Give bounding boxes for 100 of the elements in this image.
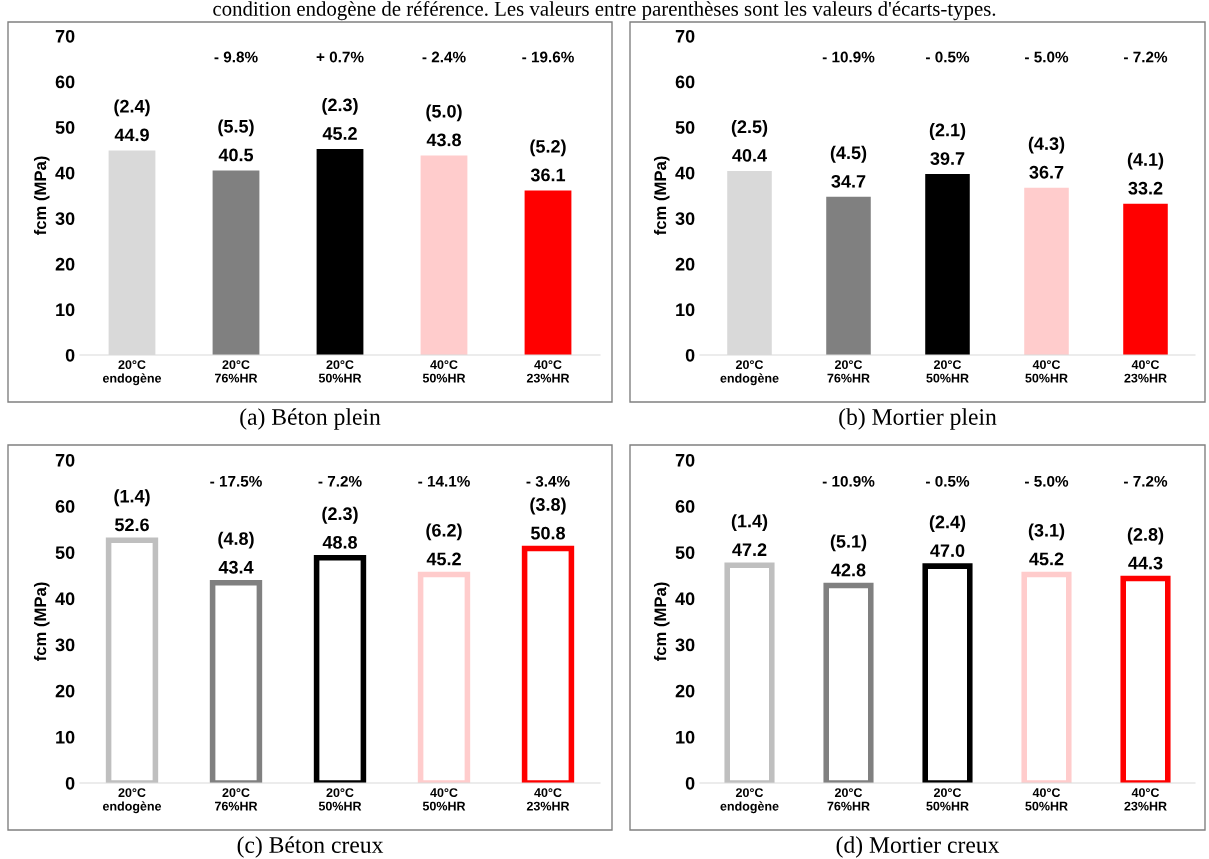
x-tick-label: 20°C 76%HR — [827, 360, 870, 383]
x-tick-label: 20°C endogène — [720, 360, 779, 386]
annotation: - 0.5% — [926, 475, 970, 487]
data-label: (4.5) 34.7 — [830, 145, 867, 188]
x-tick-label: 40°C 23%HR — [1124, 788, 1167, 811]
y-tick-label: 60 — [675, 500, 695, 513]
data-label: (4.1) 33.2 — [1127, 152, 1164, 195]
y-tick-label: 10 — [56, 303, 75, 317]
text: (b) Mortier plein — [839, 408, 997, 430]
data-label: (3.8) 50.8 — [530, 497, 566, 540]
bar — [1024, 187, 1069, 355]
x-tick-label: 20°C endogène — [102, 788, 162, 814]
data-label: (2.3) 45.2 — [322, 98, 358, 140]
data-label: (4.3) 36.7 — [1028, 136, 1065, 179]
y-tick-label: 20 — [675, 257, 695, 271]
data-label: (2.4) 47.0 — [929, 515, 966, 557]
annotation: - 9.8% — [214, 51, 258, 63]
y-tick-label: 0 — [65, 776, 75, 790]
y-tick-label: 0 — [65, 348, 75, 362]
x-tick-label: 40°C 50%HR — [1025, 360, 1068, 383]
x-tick-label: 20°C endogène — [102, 360, 162, 386]
y-tick-label: 30 — [55, 638, 75, 652]
bar — [212, 170, 260, 355]
y-tick-label: 70 — [55, 453, 75, 467]
text: (a) Béton plein — [240, 408, 381, 430]
data-label: (5.2) 36.1 — [530, 139, 566, 182]
x-tick-label: 40°C 50%HR — [422, 788, 466, 811]
y-tick-label: 10 — [676, 303, 695, 317]
bar — [420, 155, 468, 355]
y-tick-label: 70 — [675, 29, 695, 43]
annotation: - 17.5% — [210, 475, 262, 487]
annotation: - 19.6% — [522, 51, 574, 63]
y-axis-title: fcm (MPa) — [653, 156, 670, 236]
x-tick-label: 40°C 50%HR — [1025, 788, 1068, 811]
x-tick-label: 40°C 50%HR — [422, 360, 466, 383]
annotation: - 10.9% — [822, 475, 875, 487]
x-tick-label: 20°C 50%HR — [926, 788, 969, 811]
x-tick-label: 40°C 23%HR — [526, 788, 570, 811]
y-tick-label: 60 — [55, 500, 75, 513]
text: (d) Mortier creux — [836, 836, 1000, 858]
data-label: (5.0) 43.8 — [426, 104, 462, 147]
data-label: (1.4) 47.2 — [731, 514, 768, 556]
data-label: (6.2) 45.2 — [426, 523, 462, 566]
y-tick-label: 40 — [675, 592, 695, 606]
x-tick-label: 20°C 76%HR — [827, 788, 870, 811]
x-tick-label: 20°C 50%HR — [926, 360, 969, 383]
x-tick-label: 20°C 76%HR — [215, 788, 258, 811]
data-label: (2.8) 44.3 — [1127, 527, 1164, 570]
y-tick-label: 40 — [55, 166, 75, 180]
y-tick-label: 40 — [55, 592, 75, 606]
annotation: - 7.2% — [1124, 51, 1168, 63]
x-tick-label: 40°C 23%HR — [1124, 360, 1167, 383]
annotation: - 14.1% — [418, 475, 470, 487]
annotation: - 2.4% — [422, 51, 466, 63]
y-axis-title: fcm (MPa) — [33, 582, 50, 662]
y-tick-label: 10 — [676, 730, 695, 744]
y-tick-label: 0 — [685, 776, 695, 790]
annotation: - 5.0% — [1025, 475, 1069, 487]
y-tick-label: 40 — [675, 166, 695, 180]
bar — [925, 174, 970, 355]
y-tick-label: 50 — [675, 546, 695, 560]
data-label: (2.1) 39.7 — [929, 123, 966, 165]
y-axis-title: fcm (MPa) — [653, 582, 670, 662]
annotation: - 3.4% — [526, 475, 570, 487]
bar — [316, 149, 364, 355]
text: condition endogène de référence. Les valeurs entre parenthèses sont les valeurs d'écarts-types. — [213, 1, 996, 21]
y-tick-label: 0 — [685, 348, 695, 362]
annotation: - 5.0% — [1025, 51, 1069, 63]
y-tick-label: 60 — [675, 75, 695, 89]
bar — [826, 196, 871, 355]
y-tick-label: 30 — [55, 212, 75, 226]
x-tick-label: 40°C 23%HR — [526, 360, 570, 383]
bar — [524, 190, 572, 355]
annotation: - 7.2% — [318, 475, 362, 487]
text: (c) Béton creux — [237, 836, 384, 858]
annotation: + 0.7% — [316, 51, 364, 63]
data-label: (2.3) 48.8 — [322, 506, 358, 549]
x-tick-label: 20°C 50%HR — [318, 788, 362, 811]
y-tick-label: 30 — [675, 638, 695, 652]
data-label: (5.1) 42.8 — [830, 534, 867, 577]
y-tick-label: 50 — [55, 121, 75, 134]
y-tick-label: 50 — [675, 121, 695, 134]
data-label: (1.4) 52.6 — [114, 489, 150, 532]
y-tick-label: 10 — [56, 730, 75, 744]
data-label: (5.5) 40.5 — [218, 119, 254, 162]
y-tick-label: 20 — [55, 684, 75, 698]
x-tick-label: 20°C 50%HR — [318, 360, 362, 383]
y-tick-label: 20 — [55, 257, 75, 271]
y-tick-label: 50 — [55, 546, 75, 560]
y-tick-label: 30 — [675, 212, 695, 226]
y-tick-label: 20 — [675, 684, 695, 698]
y-tick-label: 70 — [675, 453, 695, 467]
x-tick-label: 20°C 76%HR — [215, 360, 258, 383]
x-tick-label: 20°C endogène — [720, 788, 779, 814]
data-label: (2.4) 44.9 — [114, 99, 150, 142]
y-tick-label: 60 — [55, 75, 75, 89]
y-tick-label: 70 — [55, 29, 75, 43]
data-label: (3.1) 45.2 — [1028, 523, 1065, 566]
annotation: - 0.5% — [926, 51, 970, 63]
annotation: - 10.9% — [822, 51, 875, 63]
